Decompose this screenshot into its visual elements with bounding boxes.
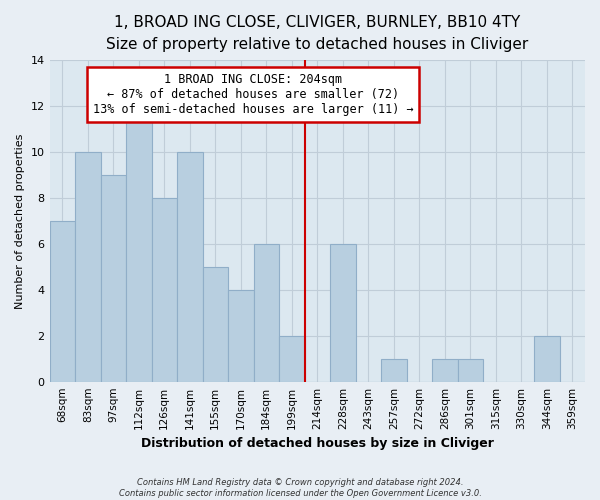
Bar [152, 198, 177, 382]
Bar [75, 152, 101, 382]
Bar [279, 336, 305, 382]
Title: 1, BROAD ING CLOSE, CLIVIGER, BURNLEY, BB10 4TY
Size of property relative to det: 1, BROAD ING CLOSE, CLIVIGER, BURNLEY, B… [106, 15, 529, 52]
X-axis label: Distribution of detached houses by size in Cliviger: Distribution of detached houses by size … [141, 437, 494, 450]
Bar [432, 358, 458, 382]
Text: 1 BROAD ING CLOSE: 204sqm
← 87% of detached houses are smaller (72)
13% of semi-: 1 BROAD ING CLOSE: 204sqm ← 87% of detac… [93, 73, 413, 116]
Bar [228, 290, 254, 382]
Bar [50, 221, 75, 382]
Y-axis label: Number of detached properties: Number of detached properties [15, 134, 25, 308]
Bar [203, 267, 228, 382]
Bar [254, 244, 279, 382]
Bar [381, 358, 407, 382]
Bar [126, 106, 152, 382]
Text: Contains HM Land Registry data © Crown copyright and database right 2024.
Contai: Contains HM Land Registry data © Crown c… [119, 478, 481, 498]
Bar [458, 358, 483, 382]
Bar [330, 244, 356, 382]
Bar [101, 175, 126, 382]
Bar [534, 336, 560, 382]
Bar [177, 152, 203, 382]
